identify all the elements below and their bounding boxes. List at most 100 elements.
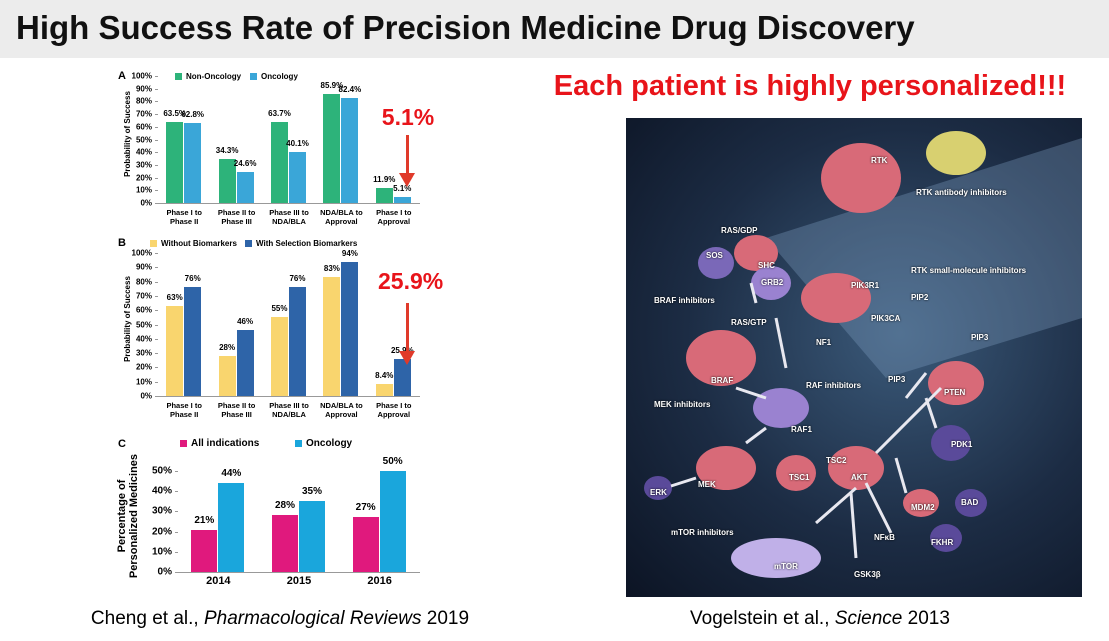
y-tick bbox=[155, 381, 158, 383]
y-tick bbox=[155, 76, 158, 77]
pathway-label: BRAF inhibitors bbox=[654, 296, 715, 305]
y-tick-label: 0% bbox=[140, 198, 152, 208]
arrow-shaft bbox=[406, 303, 409, 353]
x-tick-label: Phase III to NDA/BLA bbox=[269, 401, 309, 419]
annotation: 5.1% bbox=[381, 104, 435, 130]
y-tick-label: 90% bbox=[135, 84, 152, 94]
citation-year: 2019 bbox=[426, 608, 470, 629]
headline: Each patient is highly personalized!!! bbox=[553, 70, 1067, 102]
value-label: 5.1% bbox=[393, 183, 412, 193]
blob bbox=[753, 388, 809, 428]
value-label: 76% bbox=[289, 274, 306, 284]
y-tick-label: 70% bbox=[135, 109, 152, 119]
blob bbox=[926, 131, 986, 175]
value-label: 27% bbox=[355, 502, 376, 514]
legend-item: Oncology bbox=[295, 438, 352, 449]
blob bbox=[903, 489, 939, 517]
legend-label: Without Biomarkers bbox=[161, 239, 237, 248]
legend-swatch bbox=[250, 73, 257, 80]
blob bbox=[928, 361, 984, 405]
legend-item: All indications bbox=[180, 438, 259, 449]
pathway-label: SHC bbox=[758, 261, 775, 270]
y-axis-title: Percentage of Personalized Medicines bbox=[116, 454, 140, 579]
bar bbox=[289, 152, 306, 203]
blob bbox=[801, 273, 871, 323]
blob bbox=[751, 266, 791, 300]
value-label: 40.1% bbox=[286, 139, 309, 149]
y-tick-label: 20% bbox=[135, 173, 152, 183]
x-tick-label: Phase I to Approval bbox=[376, 208, 412, 226]
y-tick bbox=[175, 531, 178, 533]
bar bbox=[352, 517, 379, 572]
y-tick bbox=[155, 203, 158, 204]
y-tick-label: 100% bbox=[131, 71, 152, 81]
arrows bbox=[670, 282, 943, 559]
citation-journal: Science bbox=[834, 608, 903, 629]
legend-label: Oncology bbox=[306, 438, 353, 449]
bar bbox=[218, 483, 245, 572]
value-label: 83% bbox=[323, 264, 340, 274]
annotation: 25.9% bbox=[378, 268, 444, 294]
value-label: 34.3% bbox=[215, 146, 239, 156]
y-tick-label: 0% bbox=[157, 566, 172, 578]
y-tick bbox=[155, 281, 158, 283]
value-label: 85.9% bbox=[320, 80, 344, 90]
legend-label: With Selection Biomarkers bbox=[256, 239, 358, 248]
bar bbox=[289, 287, 306, 396]
membrane bbox=[766, 138, 1082, 378]
x-tick-label: 2016 bbox=[367, 575, 392, 587]
y-tick bbox=[155, 253, 158, 254]
pathway-label: PIK3R1 bbox=[851, 281, 880, 290]
bar bbox=[166, 122, 184, 203]
x-tick-label: Phase III to NDA/BLA bbox=[269, 208, 309, 226]
y-tick bbox=[155, 267, 158, 269]
x-axis bbox=[158, 203, 420, 204]
x-tick-label: Phase I to Phase II bbox=[166, 401, 202, 419]
title-bar: High Success Rate of Precision Medicine … bbox=[0, 0, 1109, 58]
y-tick bbox=[155, 396, 158, 397]
pathway-label: TSC1 bbox=[789, 473, 810, 482]
bar bbox=[341, 261, 359, 396]
blob bbox=[734, 235, 778, 271]
bar bbox=[379, 471, 406, 572]
y-tick bbox=[155, 324, 158, 326]
pathway-label: MEK bbox=[698, 480, 716, 489]
x-tick-label: 2015 bbox=[286, 575, 312, 587]
pathway-label: MDM2 bbox=[911, 503, 935, 512]
bar bbox=[375, 187, 393, 203]
bar bbox=[272, 515, 298, 572]
legend-swatch bbox=[295, 440, 302, 447]
x-axis bbox=[178, 572, 420, 573]
pathway-label: RAS/GDP bbox=[721, 226, 758, 235]
panel-letter: A bbox=[118, 70, 126, 82]
value-label: 94% bbox=[341, 248, 358, 258]
blob bbox=[686, 330, 756, 386]
citation-right: Vogelstein et al., Science 2013 bbox=[560, 608, 1080, 630]
value-label: 11.9% bbox=[373, 174, 396, 184]
citation-left: Cheng et al., Pharmacological Reviews 20… bbox=[0, 608, 560, 630]
value-label: 21% bbox=[194, 514, 215, 526]
y-tick-label: 30% bbox=[135, 160, 152, 170]
y-tick bbox=[155, 190, 158, 192]
y-tick bbox=[155, 310, 158, 312]
y-tick bbox=[155, 126, 158, 128]
y-tick bbox=[175, 491, 178, 493]
bar bbox=[184, 123, 202, 203]
pathway-label: TSC2 bbox=[826, 456, 847, 465]
blob bbox=[696, 446, 756, 490]
blob bbox=[828, 446, 884, 490]
pathway-label: PIP2 bbox=[911, 293, 929, 302]
legend-label: Non-Oncology bbox=[186, 72, 242, 81]
value-label: 46% bbox=[237, 317, 254, 327]
y-tick bbox=[175, 572, 178, 573]
value-label: 63.5% bbox=[163, 109, 187, 119]
bar bbox=[166, 305, 184, 396]
value-label: 82.4% bbox=[338, 85, 362, 95]
pathway-label: PIK3CA bbox=[871, 314, 901, 323]
y-tick-label: 100% bbox=[131, 248, 152, 258]
y-tick bbox=[155, 338, 158, 340]
legend-swatch bbox=[150, 240, 157, 247]
slide-title: High Success Rate of Precision Medicine … bbox=[16, 9, 915, 46]
bar bbox=[375, 383, 393, 396]
y-tick bbox=[155, 101, 158, 103]
